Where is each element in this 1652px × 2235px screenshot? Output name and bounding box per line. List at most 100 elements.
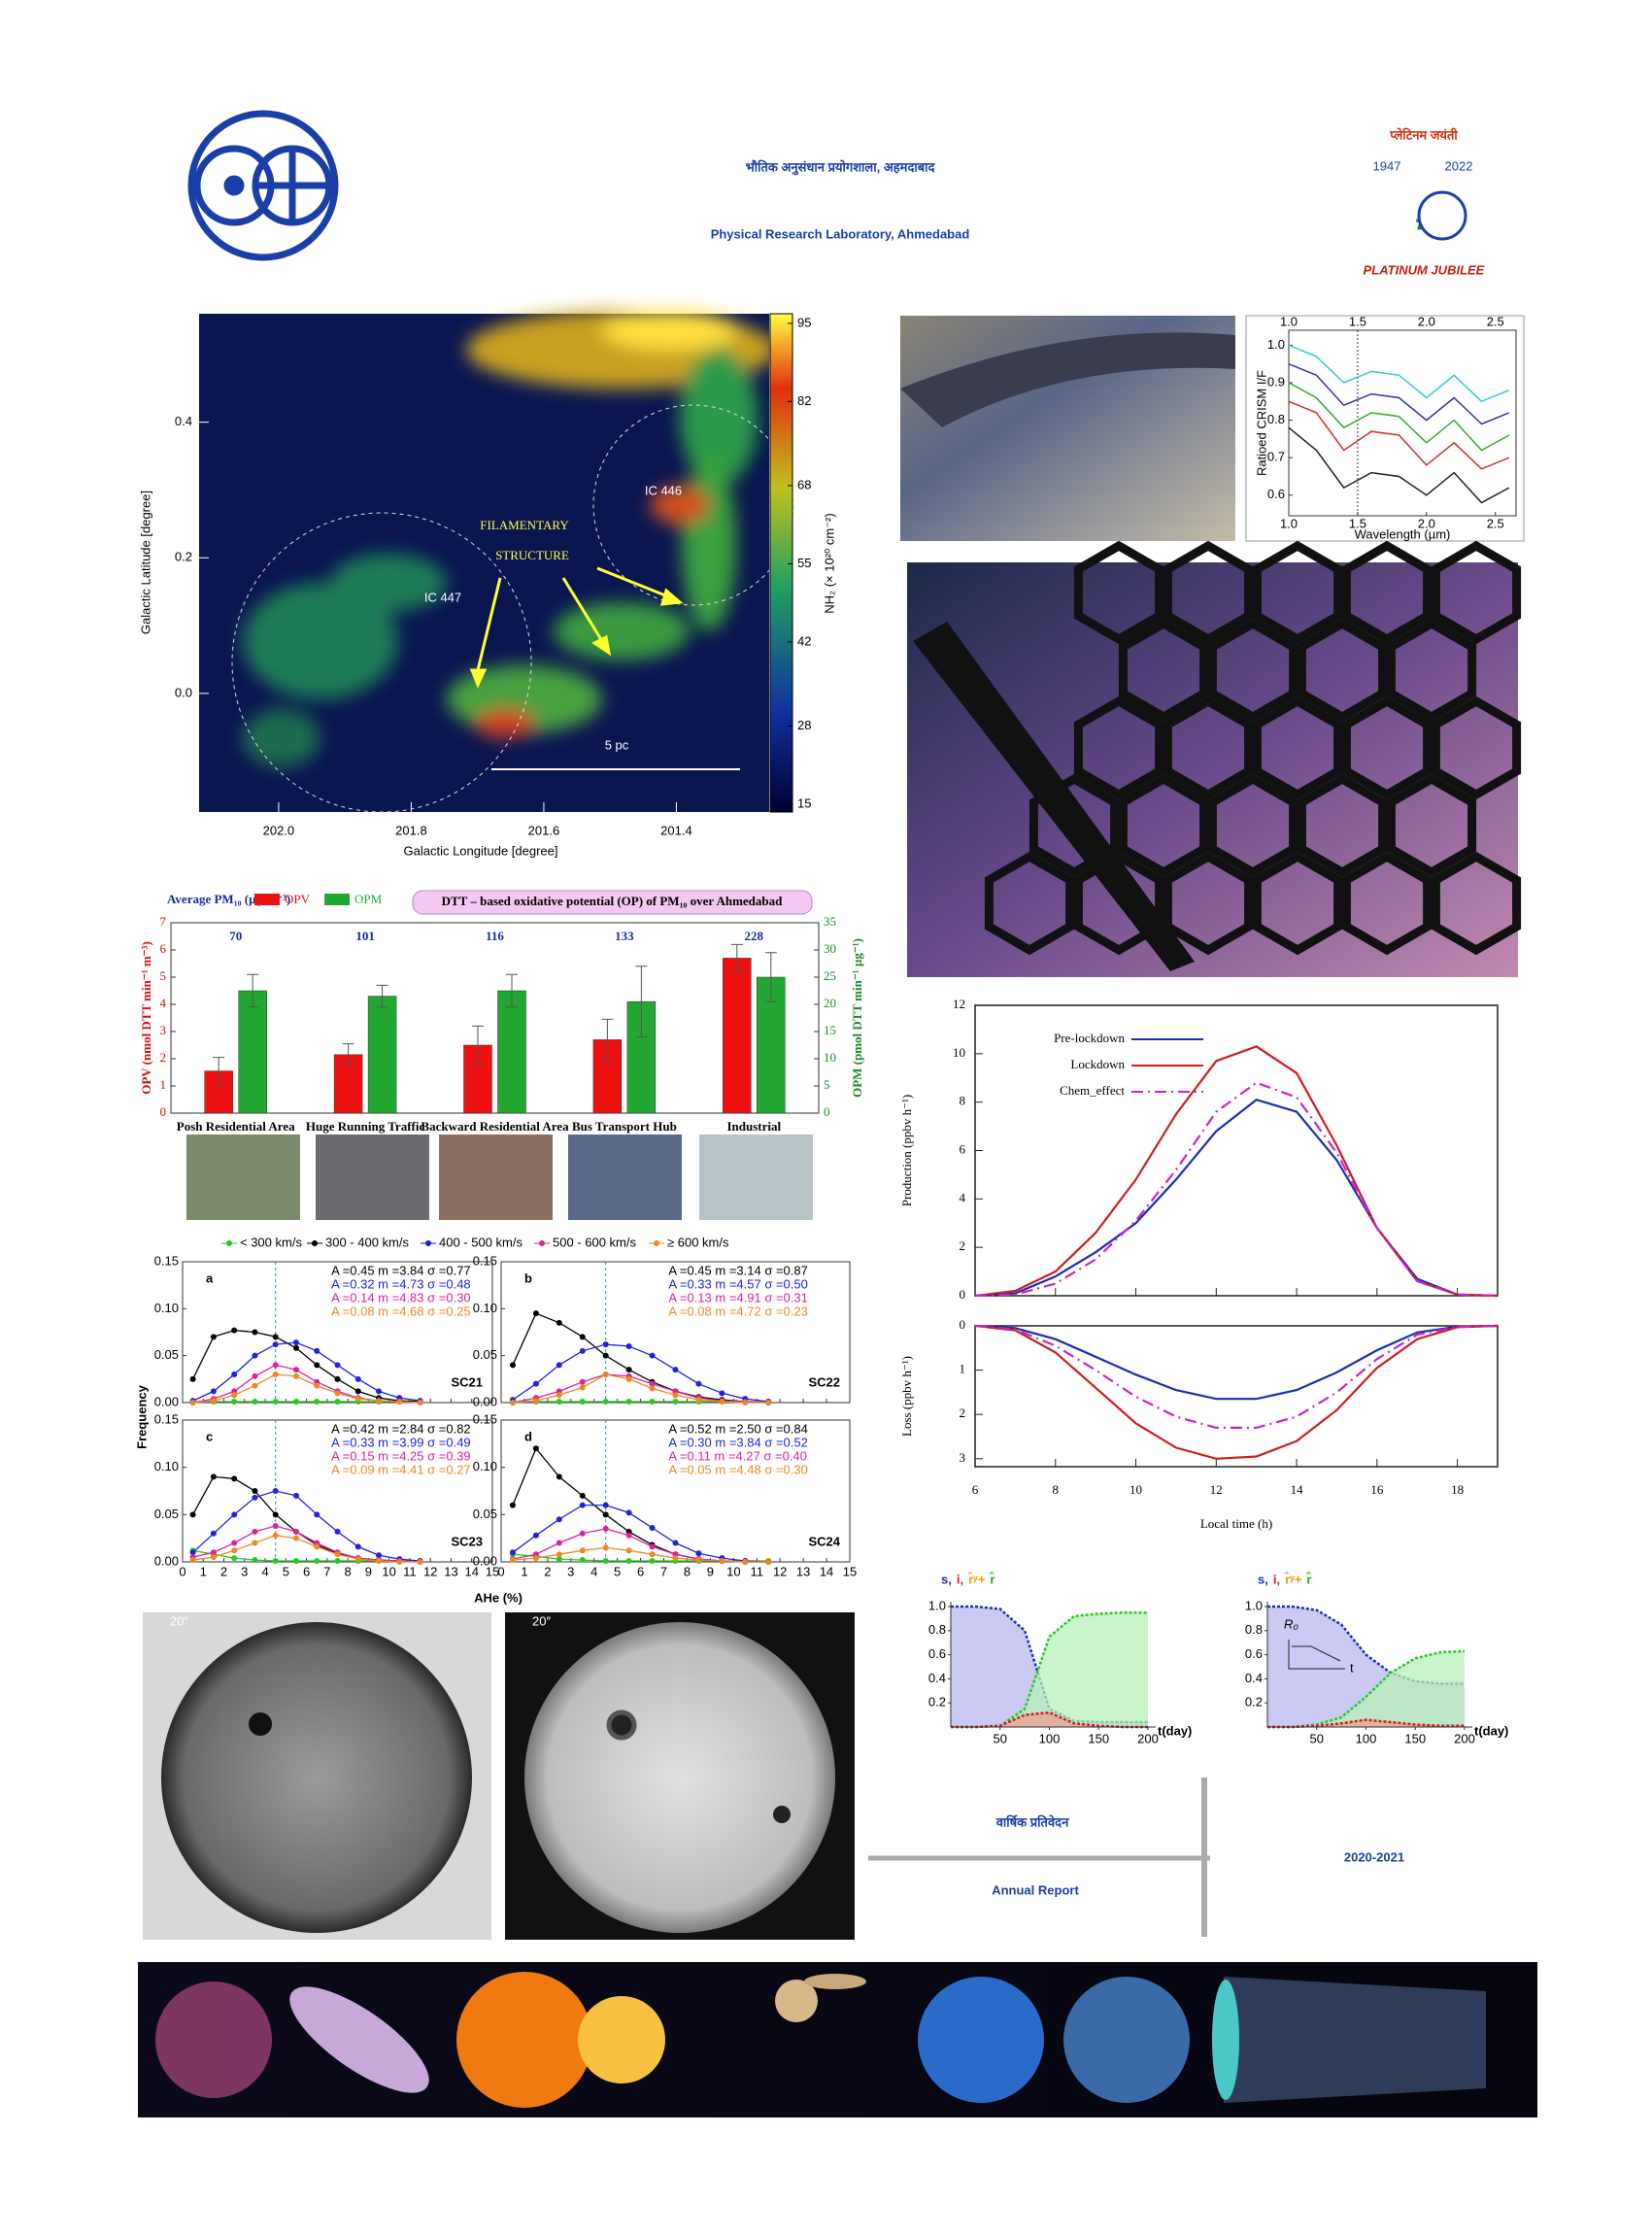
region-label: IC 446	[645, 483, 682, 497]
variable-label: r̂ʸ+	[967, 1572, 986, 1586]
frequency-point	[252, 1528, 258, 1535]
x-tick-label: 201.4	[660, 823, 692, 837]
region-label: IC 447	[424, 590, 461, 604]
scale-label: 20″	[170, 1613, 188, 1628]
x-tick-label-top: 1.0	[1280, 314, 1298, 328]
legend-label: Chem_effect	[1060, 1083, 1125, 1098]
frequency-point	[231, 1511, 238, 1518]
frequency-point	[532, 1310, 539, 1317]
x-tick-label: 201.6	[528, 823, 560, 837]
frequency-point	[625, 1509, 632, 1516]
hexagon	[1252, 540, 1343, 645]
category-label: Posh Residential Area	[177, 1119, 295, 1134]
frequency-point	[417, 1400, 423, 1405]
pm10-label: 116	[486, 929, 504, 943]
colorbar-tick-label: 82	[797, 393, 811, 408]
pen-silhouette	[913, 622, 1195, 971]
annotation-arrows	[469, 566, 684, 689]
y-tick-label: 2	[160, 1050, 167, 1065]
inset-label: R₀	[1284, 1616, 1298, 1631]
frequency-line	[512, 1504, 769, 1563]
variable-label: s,	[941, 1572, 952, 1586]
x-tick-label: 5	[614, 1564, 621, 1578]
x-tick-label: 6	[972, 1482, 979, 1497]
y-tick-label: 0.15	[154, 1253, 179, 1268]
x-tick-label: 11	[403, 1564, 417, 1578]
hindi-title: भौतिक अनुसंधान प्रयोगशाला, अहमदाबाद	[746, 159, 936, 175]
frequency-point	[396, 1399, 403, 1405]
x-tick-label: 2.0	[1418, 516, 1435, 530]
x-tick-label: 150	[1404, 1731, 1426, 1745]
fit-text: A =0.45 m =3.14 σ =0.87	[668, 1263, 808, 1277]
fit-text: A =0.33 m =4.57 σ =0.50	[668, 1276, 808, 1291]
fit-text: A =0.11 m =4.27 σ =0.40	[668, 1448, 807, 1463]
x-tick-label: 10	[382, 1564, 395, 1578]
hexagon	[1207, 618, 1298, 723]
frequency-point	[556, 1540, 562, 1546]
x-tick-label: 8	[345, 1564, 352, 1578]
frequency-point	[672, 1367, 679, 1373]
frequency-line	[512, 1343, 769, 1403]
frequency-point	[649, 1380, 656, 1387]
error-bar	[730, 943, 743, 972]
x-tick-label: 13	[444, 1564, 457, 1578]
frequency-point	[602, 1502, 609, 1508]
frequency-point	[396, 1559, 403, 1565]
hexagon	[1386, 773, 1477, 878]
colorbar	[769, 313, 793, 813]
y-tick-label: 0.00	[473, 1394, 497, 1408]
legend-label: Pre-lockdown	[1054, 1031, 1125, 1045]
frequency-point	[672, 1399, 679, 1405]
fit-text: A =0.15 m =4.25 σ =0.39	[331, 1448, 471, 1463]
frequency-point	[354, 1396, 361, 1403]
frequency-point	[252, 1540, 258, 1546]
x-tick-label: 5	[283, 1564, 289, 1578]
fit-text: A =0.30 m =3.84 σ =0.52	[668, 1435, 808, 1449]
frequency-point	[579, 1502, 586, 1508]
x-tick-label: 4	[261, 1564, 268, 1578]
legend-marker	[539, 1240, 545, 1246]
fit-text: A =0.14 m =4.83 σ =0.30	[331, 1290, 471, 1304]
error-bar	[764, 952, 777, 1002]
chart-title: DTT – based oxidative potential (OP) of …	[442, 894, 784, 908]
plot-frame	[170, 922, 820, 1114]
frequency-point	[509, 1400, 516, 1405]
y-tick-label: 0.7	[1267, 450, 1285, 464]
frequency-point	[210, 1334, 217, 1340]
x-tick-label: 100	[1039, 1731, 1061, 1745]
fit-text: A =0.42 m =2.84 σ =0.82	[331, 1421, 471, 1436]
prl-logo	[187, 110, 339, 261]
x-tick-label: 2	[544, 1564, 551, 1578]
frequency-point	[532, 1445, 539, 1452]
sunspot	[773, 1806, 791, 1823]
frequency-point	[649, 1385, 656, 1392]
frequency-point	[189, 1400, 196, 1405]
x-tick-label: 15	[843, 1564, 857, 1578]
x-tick-label: 15	[486, 1564, 499, 1578]
hexagon	[1163, 695, 1254, 800]
x-tick-label: 7	[323, 1564, 330, 1578]
bar	[723, 958, 752, 1114]
mars-ridge	[900, 332, 1235, 427]
map-emission	[243, 311, 777, 767]
variable-label: r̂ʸ+	[1284, 1572, 1302, 1586]
hexagon	[1341, 851, 1433, 956]
sunspot	[249, 1712, 272, 1736]
y-tick-label: 0.10	[473, 1459, 497, 1473]
frequency-point	[649, 1524, 656, 1531]
y-tick-label: 1.0	[1267, 337, 1285, 352]
frequency-point	[672, 1540, 679, 1546]
hexagon-mirror	[984, 540, 1522, 956]
frequency-point	[272, 1558, 279, 1565]
hexagon	[1431, 695, 1522, 800]
frequency-point	[556, 1362, 562, 1369]
frequency-point	[649, 1399, 656, 1405]
x-axis-label: t(day)	[1158, 1723, 1192, 1738]
y-tick-label: 1	[160, 1077, 167, 1092]
frequency-point	[579, 1347, 586, 1354]
y-tick-label: 0.15	[473, 1253, 497, 1268]
frequency-point	[532, 1555, 539, 1562]
frequency-point	[532, 1398, 539, 1405]
bar	[367, 996, 397, 1114]
plot-frame	[1288, 329, 1517, 517]
